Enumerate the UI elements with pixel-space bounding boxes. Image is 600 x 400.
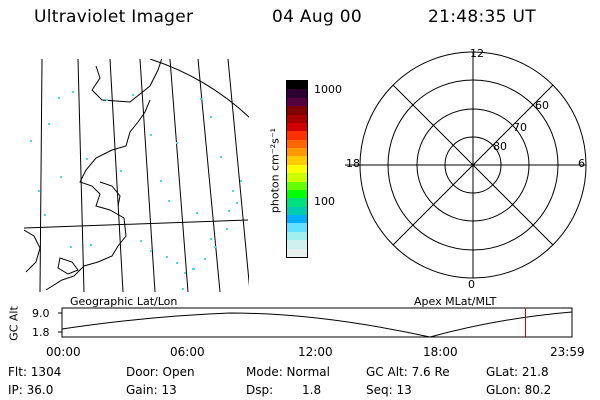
mlat-label-70: 70 xyxy=(513,121,527,134)
colorbar-band xyxy=(287,198,307,207)
colorbar-band xyxy=(287,106,307,115)
colorbar-tick-1000: 1000 xyxy=(314,83,342,96)
ip-value: IP: 36.0 xyxy=(8,383,54,397)
altitude-ylabel: GC Alt xyxy=(7,306,21,341)
mlat-label-60: 60 xyxy=(535,99,549,112)
colorbar-band xyxy=(287,206,307,215)
colorbar-band xyxy=(287,231,307,241)
flight-number: Flt: 1304 xyxy=(8,365,62,379)
colorbar-band xyxy=(287,248,307,257)
colorbar-tick-100: 100 xyxy=(314,195,335,208)
uv-emission xyxy=(30,91,242,290)
mlt-label-6: 6 xyxy=(578,157,585,170)
image-time: 21:48:35 UT xyxy=(428,7,536,27)
image-date: 04 Aug 00 xyxy=(272,7,362,27)
x-tick-0000: 00:00 xyxy=(46,345,81,359)
dsp-value: 1.8 xyxy=(302,383,322,397)
colorbar-band xyxy=(287,114,307,123)
colorbar-band xyxy=(287,215,307,224)
colorbar-band xyxy=(287,223,307,232)
colorbar-band xyxy=(287,189,307,199)
mlt-label-12: 12 xyxy=(470,47,484,60)
gc-alt-value: GC Alt: 7.6 Re xyxy=(366,365,450,379)
coastline xyxy=(91,59,163,103)
earth-limb xyxy=(149,59,249,118)
mlt-label-0: 0 xyxy=(468,278,475,291)
colorbar-band xyxy=(287,164,307,174)
mode-value: Mode: Normal xyxy=(246,365,330,379)
colorbar-band xyxy=(287,148,307,157)
altitude-ytick-top: 9.0 xyxy=(32,307,50,320)
door-status: Door: Open xyxy=(126,365,195,379)
colorbar-band xyxy=(287,81,307,90)
x-tick-1200: 12:00 xyxy=(298,345,333,359)
colorbar-band xyxy=(287,181,307,190)
instrument-title: Ultraviolet Imager xyxy=(34,7,194,27)
mlt-label-18: 18 xyxy=(346,157,360,170)
geographic-label: Geographic Lat/Lon xyxy=(70,295,178,308)
x-tick-1800: 18:00 xyxy=(423,345,458,359)
colorbar-band xyxy=(287,122,307,132)
x-tick-0600: 06:00 xyxy=(170,345,205,359)
colorbar-band xyxy=(287,173,307,182)
dsp-label: Dsp: xyxy=(246,383,274,397)
colorbar-band xyxy=(287,139,307,148)
colorbar-band xyxy=(287,89,307,98)
colorbar-band xyxy=(287,156,307,165)
x-tick-2359: 23:59 xyxy=(550,345,585,359)
mlat-label-80: 80 xyxy=(493,140,507,153)
glon-value: GLon: 80.2 xyxy=(486,383,552,397)
altitude-curve xyxy=(61,311,573,338)
colorbar-band xyxy=(287,240,307,249)
seq-value: Seq: 13 xyxy=(366,383,412,397)
colorbar-band xyxy=(287,97,307,107)
colorbar-band xyxy=(287,131,307,140)
apex-label: Apex MLat/MLT xyxy=(414,295,497,308)
glat-value: GLat: 21.8 xyxy=(486,365,549,379)
gain-value: Gain: 13 xyxy=(126,383,177,397)
colorbar xyxy=(286,80,308,258)
altitude-ytick-bottom: 1.8 xyxy=(32,326,50,339)
